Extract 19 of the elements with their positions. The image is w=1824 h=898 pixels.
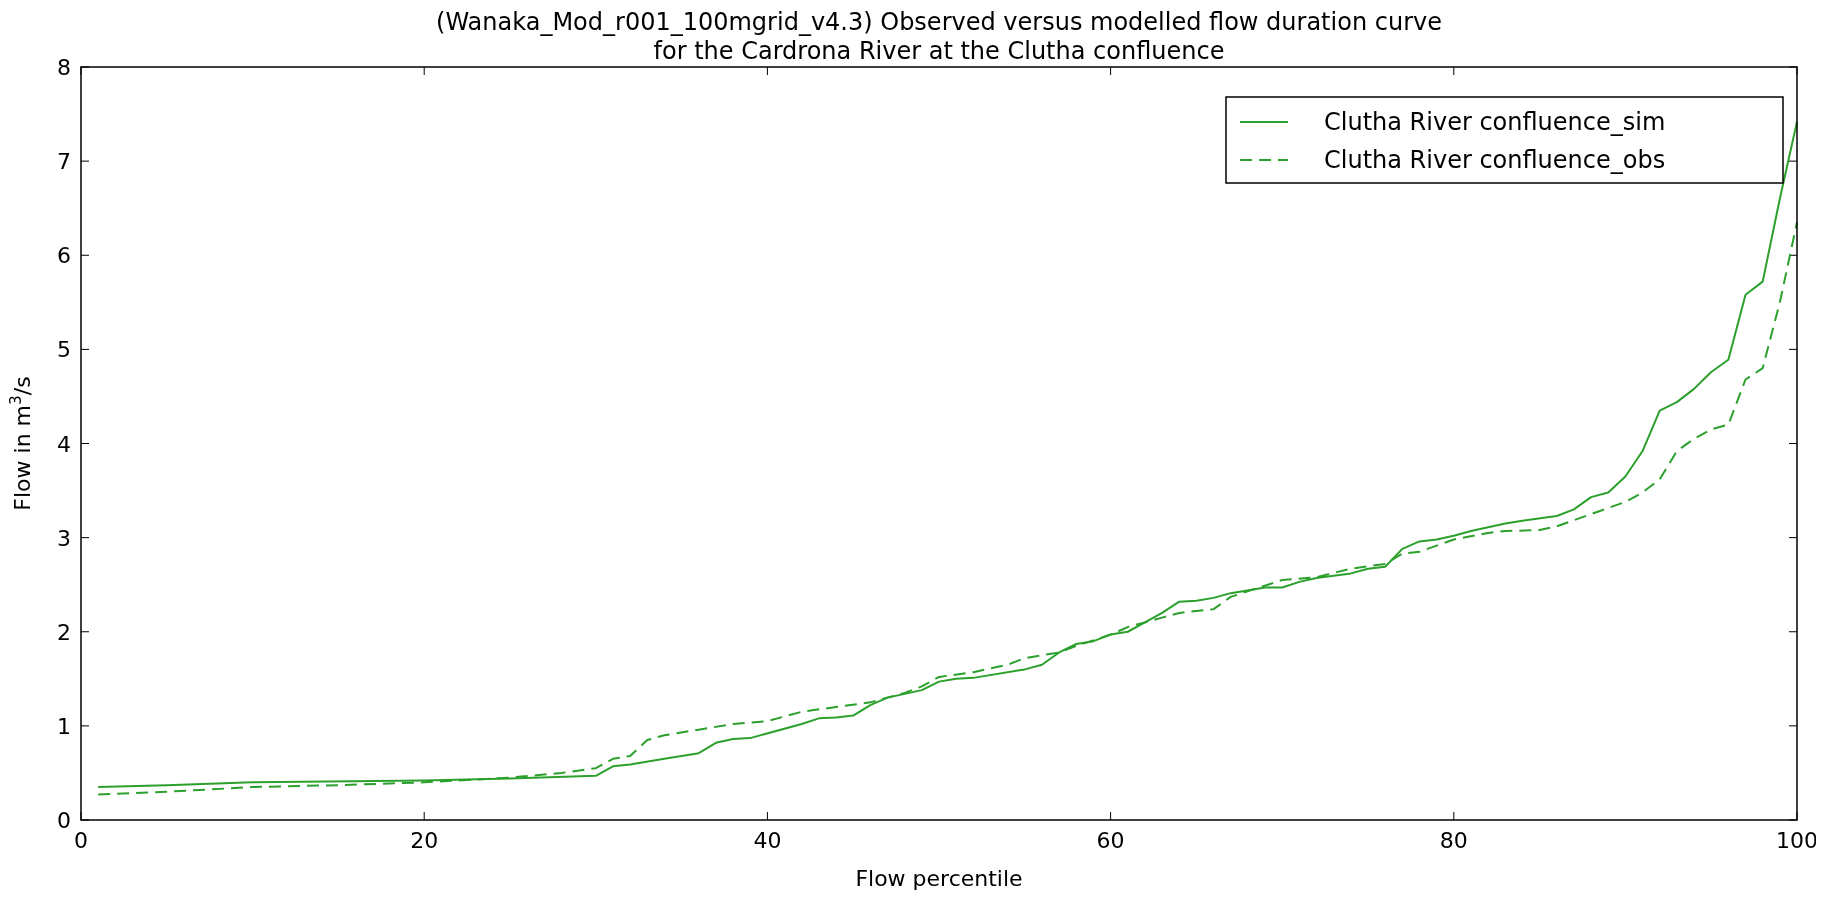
y-tick-label: 1 [57,713,71,739]
y-tick-label: 8 [57,55,71,80]
y-tick-label: 5 [57,337,71,363]
x-tick-label: 60 [1096,828,1125,853]
x-axis-title: Flow percentile [855,866,1023,891]
legend-label: Clutha River confluence_sim [1324,108,1666,136]
legend-label: Clutha River confluence_obs [1324,146,1666,174]
y-tick-label: 0 [57,808,71,833]
y-tick-label: 2 [57,619,71,645]
x-tick-label: 40 [753,828,782,853]
y-tick-label: 6 [57,243,71,269]
x-tick-label: 80 [1439,828,1468,853]
x-tick-label: 100 [1776,828,1818,853]
chart-title: (Wanaka_Mod_r001_100mgrid_v4.3) Observed versus modelled flow duration curve for the Cardrona River at the Clutha confluence [436,8,1442,65]
y-tick-label: 7 [57,149,71,175]
y-tick-label: 4 [57,431,71,457]
y-tick-label: 3 [57,525,71,551]
x-tick-label: 0 [74,828,88,853]
x-tick-label: 20 [410,828,439,853]
